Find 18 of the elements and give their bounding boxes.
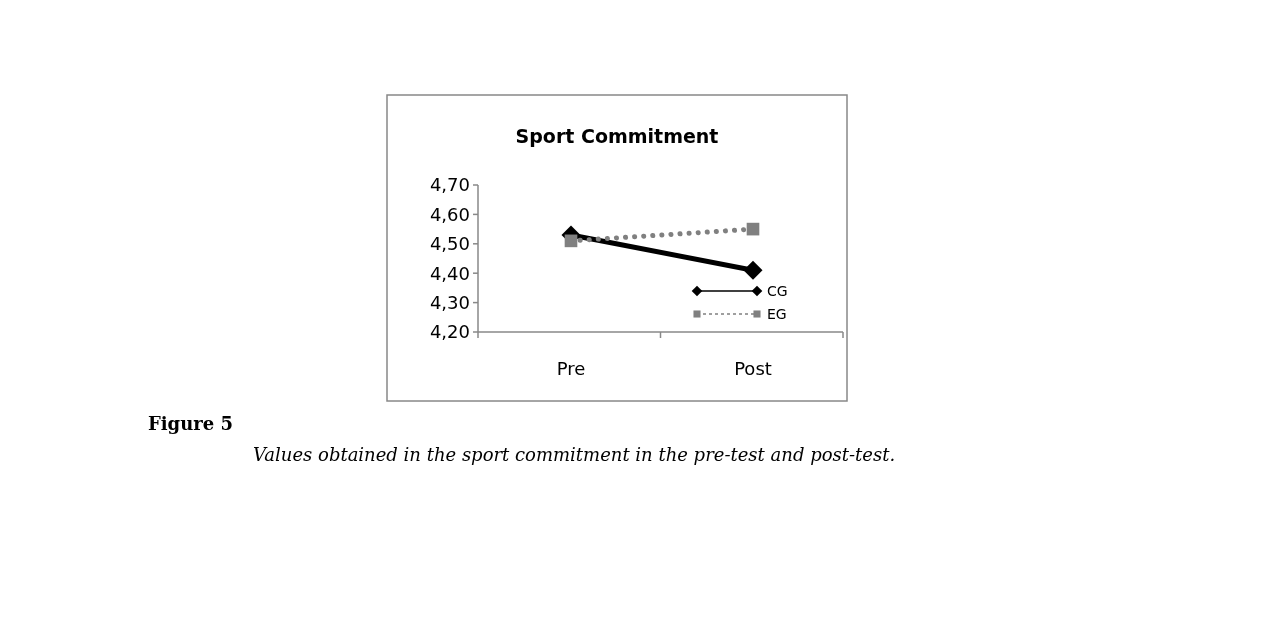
legend-key: EG bbox=[693, 305, 787, 322]
caption: Figure 5 bbox=[148, 413, 234, 434]
point bbox=[743, 260, 763, 280]
y-tick-label: 4,60 bbox=[429, 203, 470, 225]
legend-label: CG bbox=[767, 282, 788, 299]
legend-key: CG bbox=[691, 282, 788, 299]
point bbox=[746, 222, 760, 236]
point bbox=[564, 234, 578, 248]
x-tick-label: Pre bbox=[556, 358, 586, 379]
y-tick-label: 4,50 bbox=[429, 233, 470, 255]
legend-label: EG bbox=[767, 305, 787, 322]
x-tick-label: Post bbox=[734, 358, 772, 379]
text: Values obtained in the sport commitment in the pre-test and post-test. bbox=[253, 444, 896, 465]
y-tick-label: 4,20 bbox=[429, 321, 470, 343]
y-tick-label: 4,30 bbox=[429, 291, 470, 313]
chart-title: Sport Commitment bbox=[515, 125, 719, 147]
y-tick-label: 4,70 bbox=[429, 174, 470, 196]
y-tick-label: 4,40 bbox=[429, 262, 470, 284]
